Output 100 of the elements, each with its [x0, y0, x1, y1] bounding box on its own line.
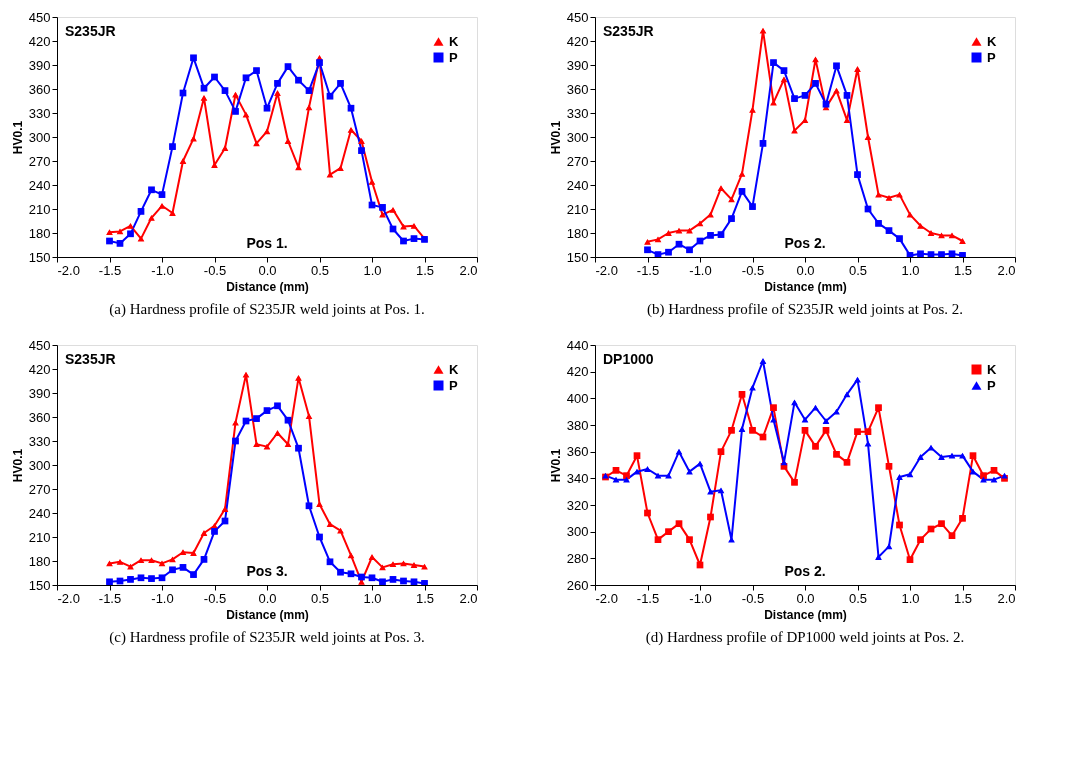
x-tick-label: 0.0: [258, 262, 277, 278]
annotation: S235JR: [603, 23, 654, 39]
x-tick-label: 0.5: [310, 262, 330, 278]
x-tick-label: 2.0: [459, 590, 478, 606]
y-tick-label: 270: [28, 153, 51, 169]
y-tick-label: 420: [28, 361, 51, 377]
x-tick-label: 1.0: [363, 262, 382, 278]
annotation: S235JR: [65, 351, 116, 367]
y-tick-label: 400: [566, 390, 589, 406]
legend-label: K: [449, 361, 459, 377]
legend-label: P: [987, 49, 996, 65]
x-tick-label: -2.0: [595, 590, 618, 606]
annotation: Pos 2.: [784, 563, 826, 579]
x-axis-title: Distance (mm): [226, 279, 309, 294]
legend-label: K: [449, 33, 459, 49]
x-tick-label: 1.0: [901, 262, 920, 278]
legend-label: K: [987, 33, 997, 49]
y-tick-label: 240: [28, 505, 51, 521]
text: (b) Hardness profile of S235JR weld joints at Pos. 2.: [646, 301, 964, 318]
legend-label: P: [987, 377, 996, 393]
y-tick-label: 210: [566, 201, 589, 217]
y-tick-label: 300: [28, 457, 51, 473]
y-tick-label: 320: [566, 497, 589, 513]
y-tick-label: 450: [28, 9, 51, 25]
y-tick-label: 240: [566, 177, 589, 193]
y-tick-label: 260: [566, 577, 589, 593]
y-tick-label: 360: [566, 81, 589, 97]
annotation: S235JR: [65, 23, 116, 39]
x-tick-label: -1.5: [636, 590, 660, 606]
x-tick-label: 1.0: [363, 590, 382, 606]
y-tick-label: 340: [566, 470, 589, 486]
x-tick-label: 0.0: [258, 590, 277, 606]
y-tick-label: 280: [566, 550, 589, 566]
x-tick-label: 0.0: [796, 590, 815, 606]
x-axis-title: Distance (mm): [226, 607, 309, 622]
text: (c) Hardness profile of S235JR weld joints at Pos. 3.: [109, 629, 425, 646]
y-tick-label: 180: [28, 553, 51, 569]
y-tick-label: 330: [28, 105, 51, 121]
x-tick-label: -2.0: [595, 262, 618, 278]
legend-label: K: [987, 361, 997, 377]
x-tick-label: 2.0: [997, 590, 1016, 606]
y-tick-label: 380: [566, 417, 589, 433]
x-tick-label: 1.5: [953, 590, 973, 606]
y-tick-label: 360: [28, 409, 51, 425]
x-tick-label: -0.5: [203, 262, 227, 278]
x-tick-label: 2.0: [459, 262, 478, 278]
y-axis-title: HV0.1: [548, 120, 563, 155]
y-tick-label: 390: [28, 57, 51, 73]
y-tick-label: 180: [28, 225, 51, 241]
x-tick-label: 0.5: [848, 590, 868, 606]
y-tick-label: 360: [566, 444, 589, 460]
y-tick-label: 150: [28, 249, 51, 265]
y-tick-label: 360: [28, 81, 51, 97]
y-tick-label: 300: [566, 129, 589, 145]
y-tick-label: 450: [566, 9, 589, 25]
y-tick-label: 450: [28, 337, 51, 353]
text: (d) Hardness profile of DP1000 weld joints at Pos. 2.: [645, 629, 965, 646]
x-tick-label: -1.0: [689, 262, 712, 278]
x-tick-label: 0.5: [310, 590, 330, 606]
x-tick-label: 0.0: [796, 262, 815, 278]
y-tick-label: 300: [566, 524, 589, 540]
y-axis-title: HV0.1: [548, 448, 563, 483]
y-tick-label: 150: [566, 249, 589, 265]
x-tick-label: 2.0: [997, 262, 1016, 278]
x-tick-label: 1.0: [901, 590, 920, 606]
y-tick-label: 390: [28, 385, 51, 401]
y-tick-label: 420: [566, 364, 589, 380]
legend-label: P: [449, 377, 458, 393]
x-tick-label: 1.5: [415, 590, 435, 606]
y-tick-label: 330: [566, 105, 589, 121]
y-tick-label: 240: [28, 177, 51, 193]
x-tick-label: -1.0: [151, 262, 174, 278]
x-tick-label: -0.5: [741, 590, 765, 606]
y-axis-title: HV0.1: [10, 448, 25, 483]
x-tick-label: -1.0: [689, 590, 712, 606]
y-tick-label: 440: [566, 337, 589, 353]
x-tick-label: -0.5: [741, 262, 765, 278]
y-tick-label: 300: [28, 129, 51, 145]
x-tick-label: -1.5: [636, 262, 660, 278]
text: (a) Hardness profile of S235JR weld joints at Pos. 1.: [109, 301, 425, 318]
x-tick-label: -1.5: [98, 590, 122, 606]
x-tick-label: -1.5: [98, 262, 122, 278]
y-tick-label: 270: [28, 481, 51, 497]
legend-label: P: [449, 49, 458, 65]
y-tick-label: 330: [28, 433, 51, 449]
y-tick-label: 210: [28, 201, 51, 217]
y-axis-title: HV0.1: [10, 120, 25, 155]
y-tick-label: 210: [28, 529, 51, 545]
annotation: Pos 2.: [784, 235, 826, 251]
y-tick-label: 150: [28, 577, 51, 593]
x-tick-label: -0.5: [203, 590, 227, 606]
x-tick-label: -2.0: [57, 590, 80, 606]
x-tick-label: 0.5: [848, 262, 868, 278]
y-tick-label: 420: [566, 33, 589, 49]
x-tick-label: 1.5: [953, 262, 973, 278]
x-tick-label: -1.0: [151, 590, 174, 606]
y-tick-label: 390: [566, 57, 589, 73]
x-tick-label: 1.5: [415, 262, 435, 278]
x-tick-label: -2.0: [57, 262, 80, 278]
y-tick-label: 180: [566, 225, 589, 241]
